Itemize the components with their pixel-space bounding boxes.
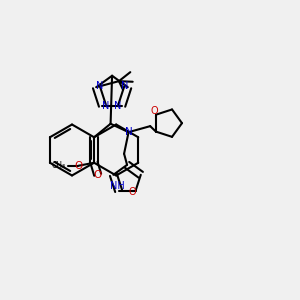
Text: O: O: [94, 170, 102, 180]
Text: NH: NH: [110, 181, 125, 191]
Text: N: N: [121, 81, 128, 91]
Text: N: N: [115, 101, 122, 111]
Text: CH₃: CH₃: [51, 161, 65, 170]
Text: N: N: [102, 101, 110, 111]
Text: O: O: [74, 161, 83, 171]
Text: N: N: [96, 81, 103, 91]
Text: N: N: [125, 127, 133, 137]
Text: O: O: [151, 106, 158, 116]
Text: O: O: [129, 188, 136, 197]
